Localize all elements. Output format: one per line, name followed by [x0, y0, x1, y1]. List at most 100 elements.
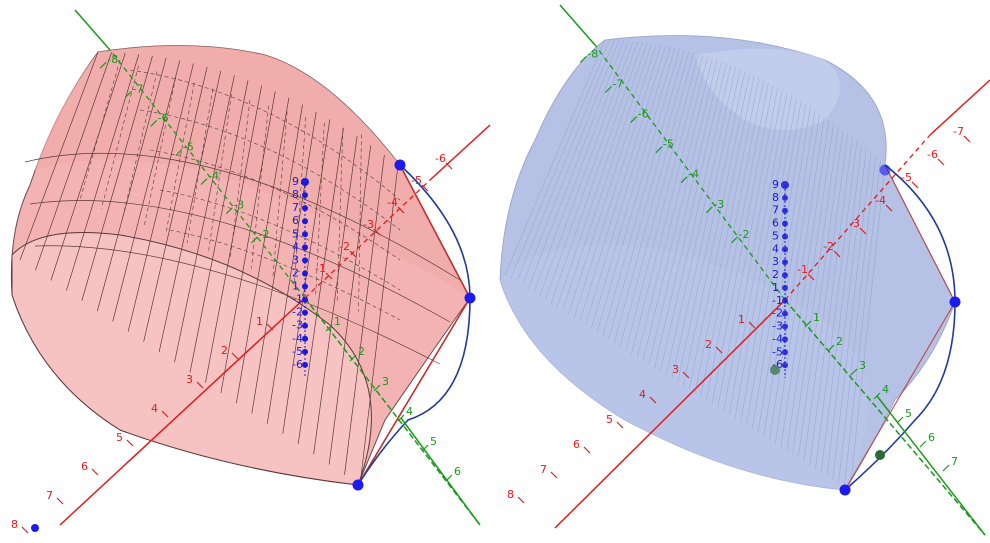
y-tick-label: 3 — [859, 359, 866, 372]
point-c[interactable] — [352, 479, 364, 491]
y-tick — [896, 416, 904, 424]
axes-group: 12345678-1-2-3-4-5-6-71234567-2-3-4-5-6-… — [507, 4, 990, 536]
y-tick — [827, 344, 835, 352]
y-tick — [942, 464, 950, 472]
mesh-line — [838, 156, 876, 483]
x-tick — [21, 526, 29, 534]
mesh-line — [631, 56, 708, 354]
z-tick-point — [782, 220, 788, 227]
x-tick-label: 1 — [738, 313, 745, 326]
mesh-line — [642, 59, 718, 362]
y-tick — [731, 236, 738, 244]
y-tick — [705, 206, 713, 214]
right-3d-canvas[interactable]: 12345678-1-2-3-4-5-6-71234567-2-3-4-5-6-… — [495, 0, 990, 543]
mesh-line — [562, 43, 652, 311]
point-green-1[interactable] — [770, 365, 780, 375]
y-tick-label: -2 — [739, 228, 750, 241]
mesh-line — [815, 141, 858, 469]
mesh-line — [297, 127, 344, 445]
z-tick-point — [782, 336, 788, 343]
mesh-line — [66, 53, 140, 291]
mesh-line — [344, 154, 385, 475]
mesh-hidden-curve — [139, 109, 401, 231]
z-tick-label: -4 — [772, 332, 783, 345]
mesh-hidden-line — [336, 128, 344, 303]
mesh-line — [775, 116, 825, 444]
y-tick-label: 5 — [905, 407, 912, 420]
x-tick — [266, 323, 274, 331]
y-tick — [579, 56, 587, 63]
mesh-hidden-line — [79, 59, 121, 201]
mesh-line — [734, 95, 792, 419]
y-tick — [850, 368, 858, 376]
x-tick-label: 4 — [151, 402, 158, 415]
point-c[interactable] — [839, 484, 851, 496]
surface-upper-band — [35, 45, 470, 298]
mesh-line — [821, 145, 862, 473]
z-tick-point — [302, 244, 308, 251]
y-axis-hidden — [594, 44, 786, 301]
x-tick-label: -6 — [435, 152, 446, 165]
z-tick-label: 2 — [772, 268, 779, 281]
x-tick-label: -1 — [797, 263, 808, 276]
y-tick-label: -8 — [107, 53, 118, 66]
y-tick-label: 2 — [358, 345, 365, 358]
right-3d-view[interactable]: 1 2 3 4 5 6 7 8 -1 -2 -3 -4 -5 -6 -7 1 2 3 4 5 6 7 -2 -3 -4 -5 -6-… — [495, 0, 990, 543]
x-tick-label: -4 — [387, 196, 398, 209]
z-tick-point — [301, 178, 309, 186]
point-a[interactable] — [879, 164, 891, 176]
x-tick — [397, 206, 405, 214]
y-tick — [680, 176, 688, 184]
y-tick-label: 2 — [836, 335, 843, 348]
z-tick-point — [782, 207, 788, 214]
mesh-line — [619, 53, 699, 347]
y-tick-label: -5 — [183, 141, 194, 154]
z-tick-label: 6 — [772, 217, 779, 230]
x-tick-label: 5 — [116, 431, 123, 444]
z-tick-point — [782, 297, 788, 304]
z-tick-label: 6 — [292, 214, 299, 227]
mesh-line — [266, 111, 317, 424]
z-tick-label: 7 — [292, 201, 299, 214]
x-tick — [161, 410, 169, 418]
mesh-line — [614, 52, 694, 344]
mesh-line — [625, 55, 704, 351]
y-tick — [397, 414, 405, 422]
x-tick — [349, 250, 357, 258]
z-tick-label: -3 — [772, 320, 783, 333]
left-3d-view[interactable]: 1 2 3 4 5 6 7 8 -1 -2 -3 -4 -5 -6 1 2 3 4 5 6 -2 -3 -4 -5 -6 -7 -8… — [0, 0, 495, 543]
y-tick-label: -4 — [208, 170, 219, 183]
y-tick — [225, 207, 233, 215]
point-a[interactable] — [394, 159, 406, 171]
y-axis-visible — [400, 417, 481, 526]
x-tick — [911, 181, 919, 189]
y-axis-near — [304, 297, 481, 526]
y-tick-label: 7 — [951, 455, 958, 468]
x-tick-label: 8 — [11, 518, 18, 531]
x-tick — [550, 471, 558, 479]
z-tick-point — [302, 348, 308, 355]
y-tick — [873, 392, 881, 400]
y-tick-label: 1 — [813, 311, 820, 324]
mesh-line — [313, 136, 358, 455]
point-green-2[interactable] — [875, 450, 885, 460]
mesh-hidden-line — [208, 94, 232, 252]
x-axis-hidden — [304, 179, 431, 299]
mesh-line — [591, 47, 676, 329]
mesh-line — [516, 40, 615, 283]
point-b[interactable] — [464, 292, 476, 304]
x-tick — [56, 497, 64, 505]
x-tick-label: 6 — [573, 438, 580, 451]
y-tick-label: -6 — [158, 111, 169, 124]
mesh-hidden-curve — [159, 189, 401, 291]
x-tick — [196, 381, 204, 389]
z-tick-point — [302, 192, 308, 199]
mesh-line — [683, 73, 750, 387]
x-tick — [325, 272, 333, 280]
point-b[interactable] — [949, 296, 961, 308]
left-3d-canvas[interactable]: 12345678-1-2-3-4-5-6123456-2-3-4-5-6-7-8… — [0, 0, 495, 543]
mesh-hidden-line — [143, 77, 177, 226]
mesh-line — [143, 66, 208, 342]
